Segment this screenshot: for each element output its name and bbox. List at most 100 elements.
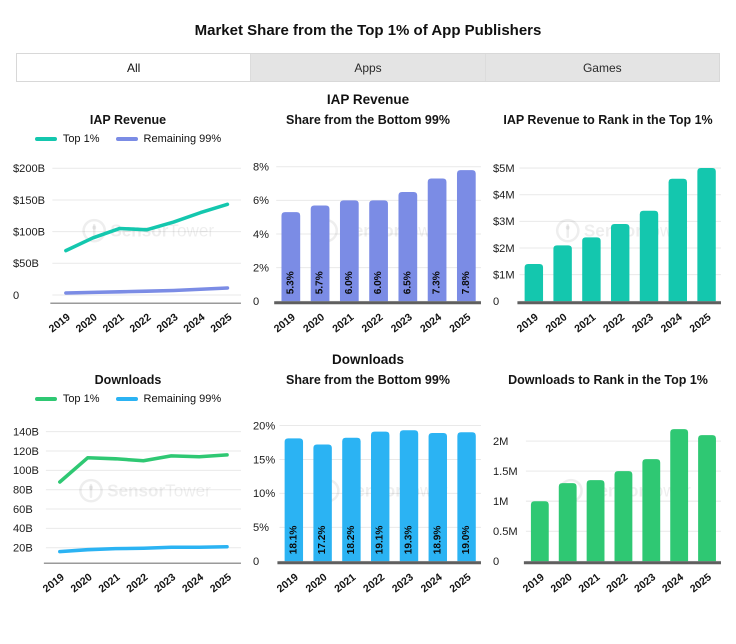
x-tick-label: 2020 [549,571,575,595]
y-tick-label: $1M [493,269,515,281]
bar [642,458,661,561]
x-tick-label: 2023 [152,571,178,595]
chart-title-iap-rank: IAP Revenue to Rank in the Top 1% [503,113,713,127]
y-tick-label: 1M [493,496,508,508]
chart-cell-downloads-line: Downloads Top 1% Remaining 99% 140B 120B 10… [12,370,244,602]
platform-tabs: All Apps Games [16,53,720,82]
section-iap-revenue: IAP Revenue IAP Revenue Top 1% Remaining … [0,92,736,342]
x-tick-label: 2021 [572,311,598,335]
bar [553,245,572,302]
line-series [58,452,229,484]
bar-value-label: 6.0% [344,271,355,294]
tab-apps[interactable]: Apps [251,54,486,81]
x-tick-label: 2019 [515,311,541,335]
chart-title-iap-line: IAP Revenue [89,113,167,127]
x-tick-label: 2019 [272,311,298,335]
bar [310,205,330,302]
y-tick-label: $2M [493,243,515,255]
y-tick-label: 0.5M [493,526,518,538]
downloads-rank-bar-chart: 2M1.5M1M0.5M0SensorTower2019202020212022… [493,428,721,595]
downloads-share-bar-chart: 20%15%10%5%0SensorTower18.1%17.2%18.2%19… [253,420,481,595]
bar-value-label: 7.8% [461,271,472,294]
y-tick-label: 1.5M [493,466,518,478]
x-tick-label: 2021 [332,571,358,595]
bar [342,437,361,561]
y-tick-label: 0 [493,296,499,308]
tab-games[interactable]: Games [582,60,622,75]
x-tick-label: 2024 [659,311,685,335]
y-tick-label: 0 [493,556,499,568]
bar [639,210,659,302]
section-header-iap-revenue: IAP Revenue [326,92,410,107]
bar-value-label: 17.2% [317,525,328,554]
bar [456,170,476,302]
chart-cell-iap-line: IAP Revenue Top 1% Remaining 99% $200B $15… [12,110,244,342]
y-tick-label: $150B [13,195,45,207]
x-tick-label: 2021 [97,571,123,595]
y-tick-label: 20% [253,420,275,432]
y-tick-label: 0 [253,296,259,308]
x-tick-label: 2024 [180,571,206,595]
legend-spacer [492,388,724,410]
line-series [64,202,230,253]
y-tick-label: 0 [13,290,19,302]
market-share-report: Market Share from the Top 1% of App Publ… [0,22,736,602]
legend-swatch-icon [115,137,138,141]
bar-value-label: 19.0% [461,525,472,554]
x-tick-label: 2024 [419,571,445,595]
bar [313,444,332,561]
bar [339,200,359,302]
legend-item[interactable]: Top 1% [34,133,100,145]
legend-label: Remaining 99% [143,133,222,145]
legend-spacer [252,388,484,410]
legend-item[interactable]: Remaining 99% [115,133,222,145]
iap-line-legend: Top 1% Remaining 99% [12,128,244,150]
tab-all[interactable]: All [17,54,252,81]
legend-item[interactable]: Top 1% [34,393,100,405]
y-tick-label: 6% [253,195,269,207]
bar [610,224,630,302]
x-tick-label: 2022 [361,571,387,595]
bar [697,168,716,302]
chart-cell-downloads-share: Share from the Bottom 99% 20%15%10%5%0Se… [252,370,484,602]
y-tick-label: 15% [253,454,275,466]
downloads-chart-row: Downloads Top 1% Remaining 99% 140B 120B 10… [0,370,736,602]
x-tick-label: 2023 [632,571,658,595]
legend-swatch-icon [115,396,138,401]
bar [586,479,605,561]
x-tick-label: 2023 [630,311,656,335]
bar [668,178,687,302]
y-tick-label: $3M [493,216,515,228]
y-tick-label: $50B [13,258,39,270]
x-tick-label: 2022 [124,571,150,595]
x-tick-label: 2023 [155,311,181,335]
x-tick-label: 2020 [74,311,100,335]
chart-title-iap-share: Share from the Bottom 99% [286,113,450,127]
page-title: Market Share from the Top 1% of App Publ… [194,22,542,39]
y-tick-label: 80B [13,484,33,496]
legend-item[interactable]: Remaining 99% [115,393,221,405]
bar-value-label: 5.3% [285,271,296,294]
x-tick-label: 2025 [688,571,714,595]
bar [281,212,301,302]
y-tick-label: 2M [493,436,508,448]
sensor-tower-watermark-icon: SensorTower [79,478,211,503]
x-tick-label: 2019 [47,311,73,335]
bar [670,428,689,561]
y-tick-label: 5% [253,522,269,534]
x-tick-label: 2024 [181,311,207,335]
y-tick-label: 40B [13,523,33,535]
bar [698,434,716,561]
x-tick-label: 2023 [390,571,416,595]
x-tick-label: 2021 [101,311,127,335]
y-tick-label: $100B [13,226,45,238]
y-tick-label: 100B [13,465,39,477]
chart-title-downloads-rank: Downloads to Rank in the Top 1% [508,372,708,387]
y-tick-label: 4% [253,229,269,241]
bar-value-label: 7.3% [432,271,443,294]
y-tick-label: 20B [13,542,33,554]
y-tick-label: 0 [253,556,259,568]
iap-rank-bar-chart: $5M$4M$3M$2M$1M0SensorTower2019202020212… [493,163,721,335]
x-tick-label: 2022 [360,311,386,335]
